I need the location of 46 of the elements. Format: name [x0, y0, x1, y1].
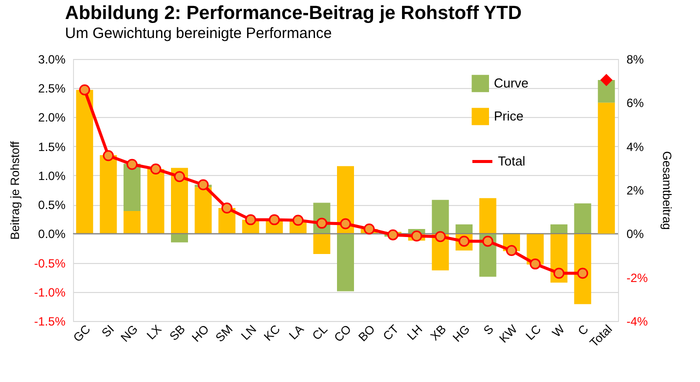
x-tick-label: SM — [212, 322, 236, 345]
y-tick-label: 1.0% — [38, 168, 66, 183]
x-tick-label: HG — [450, 322, 473, 345]
x-tick-label: LH — [404, 322, 426, 343]
x-tick-label: W — [550, 322, 568, 340]
x-tick-label: SB — [166, 322, 188, 344]
y-tick-label: 1.5% — [38, 140, 66, 154]
x-tick-label: CT — [380, 322, 402, 344]
x-tick-label: KC — [261, 322, 284, 344]
x-tick-label: LX — [144, 322, 164, 342]
y-axis-title: Beitrag je Rohstoff — [8, 140, 22, 240]
y-tick-label: 0.0% — [38, 227, 66, 242]
legend-label: Curve — [494, 76, 529, 90]
y-tick-label: 3.0% — [38, 52, 66, 66]
x-tick-label: CL — [310, 322, 330, 343]
y-tick-label: -0.5% — [34, 256, 66, 270]
y2-tick-label: 2% — [626, 184, 644, 198]
x-tick-label: HO — [189, 322, 212, 345]
x-tick-label: SI — [98, 322, 117, 340]
x-tick-label: C — [575, 322, 592, 338]
x-tick-label: NG — [118, 322, 141, 345]
x-tick-label: S — [480, 322, 496, 338]
y2-axis-title: Gesamtbeitrag — [660, 151, 674, 230]
y2-tick-label: 4% — [626, 140, 644, 154]
y2-tick-label: -2% — [626, 270, 648, 285]
y-tick-label: -1.0% — [34, 285, 66, 300]
x-tick-label: LA — [286, 322, 307, 342]
x-tick-label: LN — [238, 322, 260, 343]
x-tick-label: XB — [428, 322, 449, 344]
y-tick-label: 2.0% — [38, 110, 66, 125]
legend-label: Price — [494, 108, 524, 124]
y2-tick-label: 0% — [626, 227, 644, 242]
x-tick-label: CO — [331, 322, 354, 345]
x-tick-label: KW — [496, 322, 520, 346]
y-tick-label: 2.5% — [38, 82, 66, 96]
y2-tick-label: 8% — [626, 52, 644, 66]
legend-label: Total — [498, 154, 526, 168]
y-tick-label: 0.5% — [38, 198, 66, 212]
y2-tick-label: 6% — [626, 96, 644, 110]
chart-subtitle: Um Gewichtung bereinigte Performance — [65, 25, 332, 42]
x-tick-label: BO — [356, 322, 378, 344]
chart-title: Abbildung 2: Performance-Beitrag je Rohstoff YTD — [65, 3, 522, 24]
y2-tick-label: -4% — [626, 314, 648, 328]
y-tick-label: -1.5% — [34, 314, 66, 328]
x-tick-label: GC — [70, 322, 94, 345]
x-tick-label: LC — [522, 322, 544, 343]
